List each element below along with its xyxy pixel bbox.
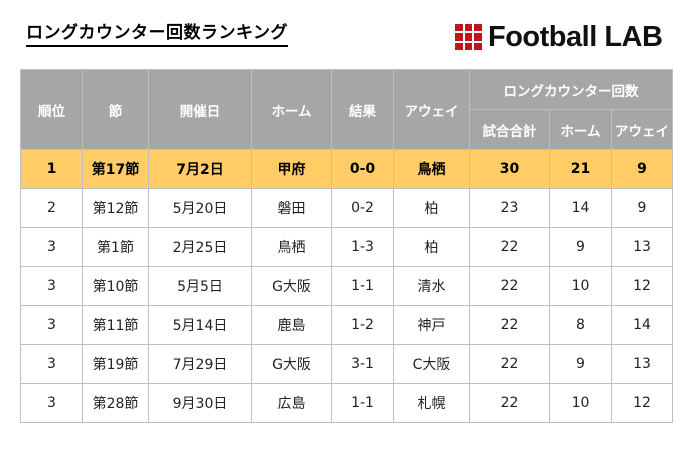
cell-total: 23	[469, 188, 550, 228]
cell-home-count: 14	[549, 188, 612, 228]
cell-date: 5月5日	[148, 266, 252, 306]
cell-rank: 1	[20, 149, 83, 189]
cell-rank: 2	[20, 188, 83, 228]
cell-home: G大阪	[251, 344, 332, 384]
header-lc-away: アウェイ	[610, 109, 674, 150]
cell-total: 22	[469, 305, 550, 345]
cell-away: C大阪	[393, 344, 470, 384]
header-home: ホーム	[251, 69, 332, 150]
cell-rank: 3	[20, 266, 83, 306]
cell-total: 22	[469, 266, 550, 306]
cell-home-count: 9	[549, 227, 612, 267]
cell-total: 22	[469, 383, 550, 423]
cell-away: 鳥栖	[393, 149, 470, 189]
cell-round: 第11節	[82, 305, 149, 345]
table-row: 3 第11節 5月14日 鹿島 1-2 神戸 22 8 14	[20, 305, 674, 345]
cell-total: 22	[469, 344, 550, 384]
cell-date: 5月14日	[148, 305, 252, 345]
header-result: 結果	[331, 69, 394, 150]
cell-away-count: 14	[610, 305, 674, 345]
cell-away: 札幌	[393, 383, 470, 423]
cell-away-count: 12	[610, 383, 674, 423]
cell-rank: 3	[20, 344, 83, 384]
cell-home-count: 21	[549, 149, 612, 189]
cell-home-count: 8	[549, 305, 612, 345]
logo-grid-icon	[455, 23, 482, 51]
cell-date: 2月25日	[148, 227, 252, 267]
cell-round: 第17節	[82, 149, 149, 189]
cell-away-count: 12	[610, 266, 674, 306]
cell-away-count: 13	[610, 344, 674, 384]
page-title: ロングカウンター回数ランキング	[26, 22, 288, 47]
cell-date: 7月2日	[148, 149, 252, 189]
cell-home-count: 9	[549, 344, 612, 384]
cell-home: G大阪	[251, 266, 332, 306]
cell-away-count: 9	[610, 149, 674, 189]
football-lab-logo: Football LAB	[455, 20, 663, 54]
header-long-counter-group: ロングカウンター回数	[468, 69, 674, 110]
cell-rank: 3	[20, 383, 83, 423]
cell-rank: 3	[20, 227, 83, 267]
cell-away-count: 13	[610, 227, 674, 267]
cell-result: 1-1	[331, 266, 394, 306]
cell-away-count: 9	[610, 188, 674, 228]
cell-total: 22	[469, 227, 550, 267]
cell-home-count: 10	[549, 266, 612, 306]
cell-round: 第19節	[82, 344, 149, 384]
cell-round: 第12節	[82, 188, 149, 228]
cell-date: 5月20日	[148, 188, 252, 228]
cell-away: 柏	[393, 188, 470, 228]
cell-round: 第1節	[82, 227, 149, 267]
header-round: 節	[82, 69, 149, 150]
table-row: 2 第12節 5月20日 磐田 0-2 柏 23 14 9	[20, 188, 674, 228]
header-match-total: 試合合計	[469, 109, 550, 150]
cell-home: 鹿島	[251, 305, 332, 345]
table-row: 3 第28節 9月30日 広島 1-1 札幌 22 10 12	[20, 383, 674, 423]
cell-date: 9月30日	[148, 383, 252, 423]
cell-total: 30	[469, 149, 550, 189]
table-row: 1 第17節 7月2日 甲府 0-0 鳥栖 30 21 9	[20, 149, 674, 189]
cell-date: 7月29日	[148, 344, 252, 384]
ranking-table: 順位 節 開催日 ホーム 結果 アウェイ ロングカウンター回数 試合合計 ホーム…	[20, 69, 674, 423]
table-row: 3 第1節 2月25日 鳥栖 1-3 柏 22 9 13	[20, 227, 674, 267]
table-row: 3 第10節 5月5日 G大阪 1-1 清水 22 10 12	[20, 266, 674, 306]
cell-rank: 3	[20, 305, 83, 345]
cell-home: 甲府	[251, 149, 332, 189]
cell-home-count: 10	[549, 383, 612, 423]
cell-round: 第28節	[82, 383, 149, 423]
header-date: 開催日	[148, 69, 252, 150]
cell-result: 0-0	[331, 149, 394, 189]
cell-result: 1-2	[331, 305, 394, 345]
cell-away: 柏	[393, 227, 470, 267]
cell-home: 磐田	[251, 188, 332, 228]
cell-home: 広島	[251, 383, 332, 423]
header-lc-home: ホーム	[549, 109, 612, 150]
cell-result: 0-2	[331, 188, 394, 228]
cell-result: 1-3	[331, 227, 394, 267]
header-rank: 順位	[20, 69, 83, 150]
header-away: アウェイ	[393, 69, 470, 150]
logo-text: Football LAB	[488, 21, 663, 53]
cell-result: 1-1	[331, 383, 394, 423]
cell-away: 神戸	[393, 305, 470, 345]
cell-round: 第10節	[82, 266, 149, 306]
cell-result: 3-1	[331, 344, 394, 384]
table-row: 3 第19節 7月29日 G大阪 3-1 C大阪 22 9 13	[20, 344, 674, 384]
cell-home: 鳥栖	[251, 227, 332, 267]
cell-away: 清水	[393, 266, 470, 306]
